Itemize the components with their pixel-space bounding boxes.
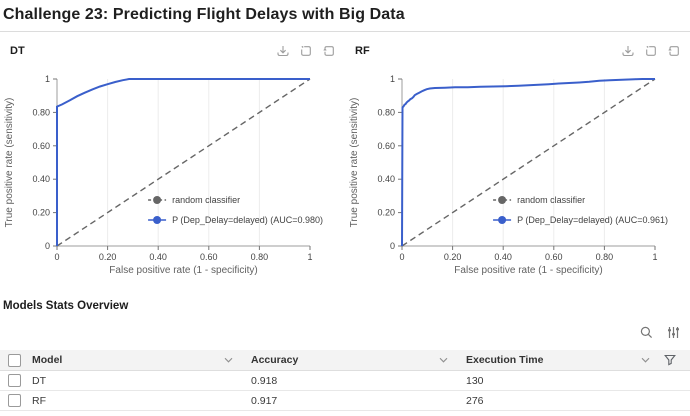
restore-icon[interactable] (323, 45, 335, 57)
svg-text:0: 0 (45, 241, 50, 251)
search-icon[interactable] (640, 326, 653, 339)
chart-panel-header: RF (345, 39, 690, 61)
chevron-down-icon[interactable] (641, 357, 650, 363)
header-checkbox-cell (0, 353, 28, 367)
svg-text:P (Dep_Delay=delayed) (AUC=0.9: P (Dep_Delay=delayed) (AUC=0.980) (172, 215, 323, 225)
svg-text:0.80: 0.80 (32, 107, 50, 117)
svg-text:0.40: 0.40 (149, 252, 167, 262)
svg-text:0.20: 0.20 (99, 252, 117, 262)
chart-toolbar (277, 45, 335, 57)
svg-text:0.80: 0.80 (251, 252, 269, 262)
svg-text:0: 0 (390, 241, 395, 251)
cell-accuracy: 0.918 (251, 374, 278, 387)
svg-text:0.60: 0.60 (377, 141, 395, 151)
cell-execution-time: 276 (466, 394, 484, 407)
cell-model: DT (32, 374, 46, 387)
table-toolbar (0, 312, 690, 350)
download-icon[interactable] (622, 45, 634, 57)
table-header-row: Model Accuracy Execution Time (0, 350, 690, 371)
column-header-execution-time[interactable]: Execution Time (462, 354, 664, 366)
chart-toolbar (622, 45, 680, 57)
box-select-icon[interactable] (300, 45, 312, 57)
models-stats-table: Model Accuracy Execution Time DT 0.918 130… (0, 350, 690, 411)
title-divider (0, 31, 690, 32)
svg-text:True positive rate (sensitivit: True positive rate (sensitivity) (349, 98, 360, 228)
svg-text:0.40: 0.40 (32, 174, 50, 184)
svg-text:0.80: 0.80 (377, 107, 395, 117)
svg-text:1: 1 (307, 252, 312, 262)
chart-title-dt: DT (10, 45, 25, 57)
svg-text:0.60: 0.60 (200, 252, 218, 262)
svg-text:0.80: 0.80 (596, 252, 614, 262)
row-checkbox[interactable] (7, 374, 21, 387)
filter-sliders-icon[interactable] (667, 326, 680, 339)
charts-row: DT 0 0.20 0.40 0.60 0. (0, 39, 690, 285)
svg-text:0.20: 0.20 (32, 208, 50, 218)
chart-panel-dt: DT 0 0.20 0.40 0.60 0. (0, 39, 345, 285)
chevron-down-icon[interactable] (224, 357, 233, 363)
table-body: DT 0.918 130 RF 0.917 276 (0, 371, 690, 411)
svg-text:1: 1 (45, 74, 50, 84)
svg-text:P (Dep_Delay=delayed) (AUC=0.9: P (Dep_Delay=delayed) (AUC=0.961) (517, 215, 668, 225)
page-title: Challenge 23: Predicting Flight Delays w… (3, 6, 405, 23)
roc-chart-rf: 0 0.20 0.40 0.60 0.80 1 0 0.20 0.40 0.60 0.80 1 rand… (349, 74, 668, 276)
svg-text:0: 0 (399, 252, 404, 262)
header-filter-cell (664, 354, 690, 366)
svg-text:1: 1 (390, 74, 395, 84)
download-icon[interactable] (277, 45, 289, 57)
chart-title-rf: RF (355, 45, 370, 57)
row-checkbox[interactable] (7, 394, 21, 407)
stats-heading: Models Stats Overview (3, 300, 129, 312)
svg-text:0.60: 0.60 (545, 252, 563, 262)
cell-model: RF (32, 394, 46, 407)
box-select-icon[interactable] (645, 45, 657, 57)
svg-text:False positive rate (1 - speci: False positive rate (1 - specificity) (454, 265, 602, 276)
svg-text:0.40: 0.40 (494, 252, 512, 262)
restore-icon[interactable] (668, 45, 680, 57)
table-row[interactable]: RF 0.917 276 (0, 391, 690, 411)
select-all-checkbox[interactable] (7, 353, 21, 367)
svg-text:random classifier: random classifier (517, 195, 585, 205)
roc-chart-dt: 0 0.20 0.40 0.60 0.80 1 0 0.20 0.40 0.60 0.80 1 rand… (4, 74, 323, 276)
svg-text:0.40: 0.40 (377, 174, 395, 184)
row-checkbox-cell (0, 374, 28, 387)
chevron-down-icon[interactable] (439, 357, 448, 363)
svg-text:1: 1 (652, 252, 657, 262)
svg-text:0: 0 (54, 252, 59, 262)
table-row[interactable]: DT 0.918 130 (0, 371, 690, 391)
svg-text:0.60: 0.60 (32, 141, 50, 151)
svg-text:True positive rate (sensitivit: True positive rate (sensitivity) (4, 98, 15, 228)
row-checkbox-cell (0, 394, 28, 407)
svg-text:0.20: 0.20 (377, 208, 395, 218)
column-header-accuracy[interactable]: Accuracy (247, 354, 462, 366)
cell-accuracy: 0.917 (251, 394, 278, 407)
svg-text:False positive rate (1 - speci: False positive rate (1 - specificity) (109, 265, 257, 276)
column-header-model[interactable]: Model (28, 354, 247, 366)
cell-execution-time: 130 (466, 374, 484, 387)
svg-text:random classifier: random classifier (172, 195, 240, 205)
chart-panel-rf: RF 0 0.20 0.40 0.60 0. (345, 39, 690, 285)
svg-text:0.20: 0.20 (444, 252, 462, 262)
chart-panel-header: DT (0, 39, 345, 61)
filter-funnel-icon[interactable] (664, 354, 676, 366)
